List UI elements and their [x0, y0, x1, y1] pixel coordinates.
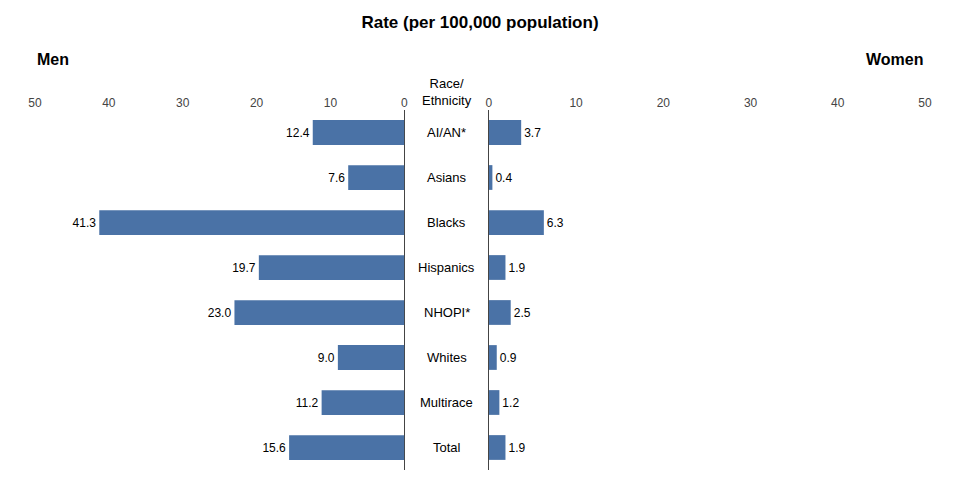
svg-text:30: 30	[744, 96, 758, 110]
svg-text:NHOPI*: NHOPI*	[424, 305, 470, 320]
svg-text:Hispanics: Hispanics	[418, 260, 475, 275]
svg-text:10: 10	[324, 96, 338, 110]
svg-text:2.5: 2.5	[514, 306, 531, 320]
svg-text:Multirace: Multirace	[420, 395, 473, 410]
svg-text:Asians: Asians	[427, 170, 467, 185]
svg-text:Rate (per 100,000 population): Rate (per 100,000 population)	[361, 13, 598, 32]
svg-text:15.6: 15.6	[262, 441, 286, 455]
svg-text:19.7: 19.7	[232, 261, 256, 275]
svg-text:AI/AN*: AI/AN*	[427, 125, 466, 140]
svg-text:30: 30	[176, 96, 190, 110]
svg-text:23.0: 23.0	[208, 306, 232, 320]
svg-text:Blacks: Blacks	[427, 215, 466, 230]
svg-text:0.4: 0.4	[495, 171, 512, 185]
svg-text:40: 40	[831, 96, 845, 110]
svg-text:9.0: 9.0	[318, 351, 335, 365]
svg-text:Whites: Whites	[427, 350, 467, 365]
svg-text:1.9: 1.9	[508, 441, 525, 455]
svg-text:50: 50	[28, 96, 42, 110]
svg-text:Total: Total	[433, 440, 461, 455]
svg-text:20: 20	[250, 96, 264, 110]
svg-text:7.6: 7.6	[328, 171, 345, 185]
svg-text:11.2: 11.2	[296, 396, 319, 410]
svg-text:41.3: 41.3	[73, 216, 97, 230]
svg-text:0.9: 0.9	[500, 351, 517, 365]
svg-text:40: 40	[102, 96, 116, 110]
svg-text:Men: Men	[37, 51, 69, 68]
svg-text:3.7: 3.7	[524, 126, 541, 140]
svg-text:20: 20	[657, 96, 671, 110]
svg-text:1.2: 1.2	[502, 396, 519, 410]
svg-text:10: 10	[569, 96, 583, 110]
svg-text:0: 0	[401, 96, 408, 110]
svg-text:6.3: 6.3	[547, 216, 564, 230]
svg-text:12.4: 12.4	[286, 126, 310, 140]
svg-text:1.9: 1.9	[508, 261, 525, 275]
svg-text:50: 50	[918, 96, 932, 110]
svg-text:Women: Women	[866, 51, 923, 68]
svg-text:0: 0	[486, 96, 493, 110]
svg-text:Race/Ethnicity: Race/Ethnicity	[422, 76, 472, 108]
